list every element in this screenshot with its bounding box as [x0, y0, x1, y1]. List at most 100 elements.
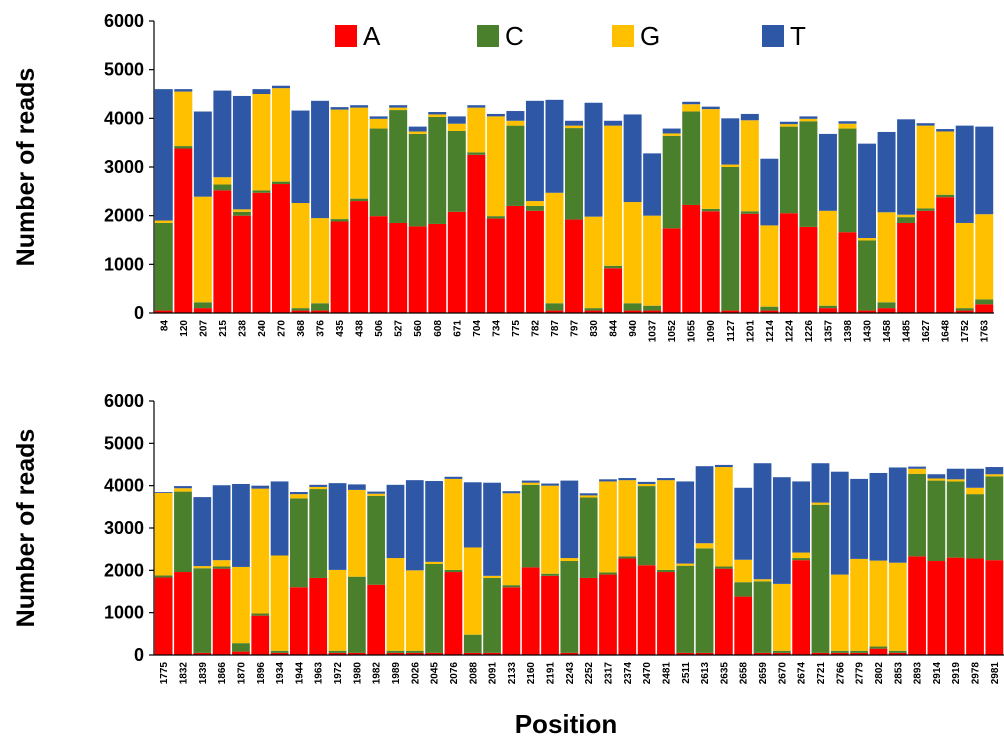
bar-segment-T-2470: [637, 481, 656, 484]
bar-segment-C-1972: [328, 650, 347, 653]
bar-stack-2914: [927, 474, 946, 655]
x-tick-label: 2481: [661, 662, 672, 685]
x-tick-label: 608: [433, 320, 444, 337]
bar-segment-A-1201: [740, 213, 759, 313]
bar-segment-T-1982: [367, 491, 386, 494]
x-tick-label: 1357: [823, 320, 834, 343]
bar-segment-T-787: [545, 99, 564, 193]
x-tick-label: 2766: [835, 662, 846, 685]
chart-panel-1: Number of reads 0 1000 2000 3000 4000 5000 6000…: [12, 11, 994, 342]
x-tick-label: 2670: [777, 662, 788, 685]
bar-stack-2133: [502, 491, 521, 655]
bar-segment-A-238: [232, 215, 251, 313]
bar-stack-734: [486, 113, 505, 313]
bar-stack-2659: [753, 463, 772, 655]
bar-segment-T-207: [193, 111, 212, 197]
bar-segment-G-797: [565, 125, 583, 129]
bar-segment-T-2252: [579, 493, 598, 496]
y-tick-label: 2000: [104, 560, 144, 580]
bar-segment-A-1832: [174, 572, 192, 655]
bar-stack-1763: [975, 126, 994, 313]
x-tick-label: 1866: [217, 662, 228, 685]
bar-stack-2091: [483, 482, 501, 655]
x-tick-label: 1982: [372, 662, 383, 685]
bar-stack-1627: [916, 123, 935, 313]
bar-segment-T-1763: [975, 126, 994, 215]
bar-segment-C-2133: [502, 585, 521, 588]
bar-segment-C-1980: [347, 576, 366, 653]
bar-segment-C-215: [213, 184, 232, 191]
bar-segment-A-2670: [772, 652, 791, 655]
bar-segment-G-2511: [676, 563, 695, 566]
bar-segment-T-1052: [662, 128, 681, 134]
y-tick-label: 6000: [104, 11, 144, 31]
bar-segment-T-1934: [270, 481, 289, 556]
bar-segment-A-1458: [877, 308, 896, 313]
x-tick-label: 2721: [816, 662, 827, 685]
x-tick-label: 1224: [784, 320, 795, 343]
bar-segment-G-1896: [251, 488, 270, 614]
bar-segment-A-2191: [541, 575, 559, 655]
bar-segment-G-1775: [154, 492, 173, 576]
x-tick-label: 1214: [765, 320, 776, 343]
bar-segment-G-2670: [772, 583, 791, 651]
bar-segment-G-1055: [682, 104, 701, 112]
x-tick-label: 2893: [913, 662, 924, 685]
bar-segment-G-376: [311, 218, 330, 304]
x-tick-label: 1963: [314, 662, 325, 685]
bar-stack-1090: [701, 106, 720, 313]
bar-stack-2243: [560, 480, 579, 655]
bar-segment-A-1752: [955, 310, 974, 313]
bar-segment-A-560: [408, 226, 427, 313]
x-tick-label: 1037: [648, 320, 659, 343]
bar-stack-238: [232, 95, 251, 313]
bar-stack-527: [389, 105, 408, 313]
x-tick-label: 1430: [863, 320, 874, 343]
bar-segment-A-270: [271, 184, 290, 313]
bar-segment-C-1430: [858, 240, 877, 311]
bar-segment-T-1357: [818, 133, 837, 211]
bar-segment-T-1430: [858, 143, 877, 239]
legend-swatch-A: [335, 25, 357, 47]
bar-segment-G-1398: [838, 123, 857, 129]
bar-segment-C-270: [271, 181, 290, 185]
bar-segment-C-2978: [966, 494, 984, 559]
x-tick-label: 2133: [507, 662, 518, 685]
bar-segment-A-2160: [521, 567, 540, 655]
bar-segment-A-438: [350, 201, 369, 313]
bar-segment-C-1214: [760, 306, 779, 311]
bar-segment-G-1982: [367, 493, 386, 496]
bar-segment-G-775: [506, 120, 525, 126]
y-tick-label: 5000: [104, 433, 144, 453]
bar-segment-T-506: [369, 116, 388, 119]
bar-segment-T-830: [584, 102, 603, 217]
bar-segment-T-1398: [838, 121, 857, 124]
bar-segment-T-2853: [888, 467, 907, 563]
bar-stack-215: [213, 90, 232, 313]
bar-segment-A-1870: [232, 651, 250, 655]
bar-stack-671: [447, 116, 466, 313]
bar-stack-120: [174, 89, 193, 313]
bar-segment-A-506: [369, 216, 388, 313]
bar-segment-A-2091: [483, 652, 501, 655]
bar-segment-A-1763: [975, 304, 994, 313]
bar-stack-2252: [579, 493, 598, 655]
bar-stack-1648: [936, 129, 955, 313]
x-tick-label: 270: [276, 320, 287, 337]
bar-segment-T-368: [291, 110, 310, 204]
bar-stack-1832: [174, 486, 192, 655]
bar-segment-T-2981: [985, 467, 1004, 475]
bar-segment-C-1458: [877, 302, 896, 309]
bar-segment-C-1870: [232, 643, 250, 652]
y-tick-label: 5000: [104, 60, 144, 80]
bar-segment-G-560: [408, 131, 427, 134]
bar-segment-C-940: [623, 303, 642, 311]
bar-segment-C-2026: [405, 650, 424, 653]
bar-segment-C-1839: [193, 568, 212, 653]
bar-segment-A-940: [623, 310, 642, 313]
bar-segment-T-238: [232, 95, 251, 210]
bar-stack-2978: [966, 468, 984, 655]
bar-segment-C-2659: [753, 581, 772, 653]
